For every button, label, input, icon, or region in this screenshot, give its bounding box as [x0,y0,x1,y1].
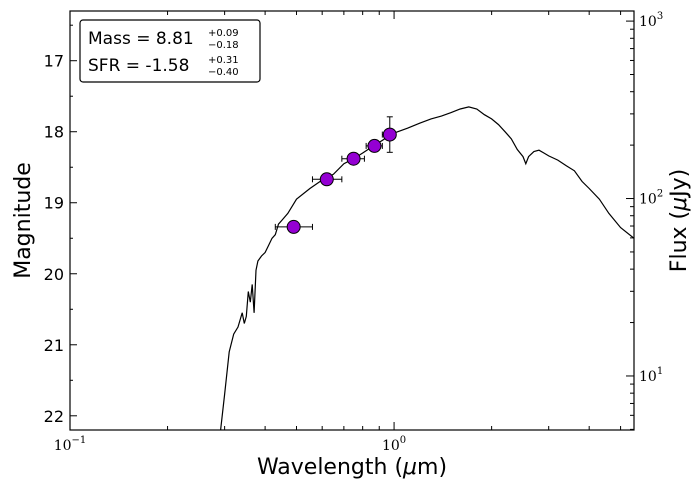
sfr-upper-error: +0.31 [208,55,239,66]
photometry-points-layer [274,116,397,234]
right-y-tick-exponent: 1 [657,366,663,377]
data-point-marker [286,219,301,234]
x-axis-title-mu: μ [402,455,417,480]
sfr-lower-error: −0.40 [208,67,239,78]
data-point-1 [274,219,313,234]
fit-annotation-box: Mass = 8.81 +0.09 −0.18 SFR = -1.58 +0.3… [79,19,261,83]
x-tick-exponent: −1 [72,435,87,446]
right-y-axis-title-mu: μ [667,197,692,212]
left-y-tick-label: 17 [44,52,64,71]
x-axis-title: Wavelength (μm) [257,455,447,480]
data-point-marker [382,127,397,142]
right-y-tick-label: 103 [639,11,663,30]
mass-upper-error: +0.09 [208,28,239,39]
data-point-marker [319,172,334,187]
left-y-tick-label: 22 [44,407,64,426]
data-point-3 [341,151,365,166]
x-tick-label: 100 [382,435,406,454]
sfr-label: SFR = -1.58 [88,56,189,76]
right-y-tick-label: 101 [639,366,663,385]
right-y-tick-exponent: 3 [657,11,663,22]
data-point-5 [381,116,397,153]
left-y-tick-label: 18 [44,123,64,142]
right-y-axis-title: Flux (μJy) [667,169,692,272]
mass-lower-error: −0.18 [208,40,239,51]
left-y-tick-label: 20 [44,265,64,284]
plot-frame [69,10,635,431]
x-tick-label: 10−1 [54,435,87,454]
data-point-2 [311,172,343,187]
left-y-axis-title: Magnitude [11,162,36,279]
data-point-marker [367,138,382,153]
data-point-4 [365,138,383,153]
x-tick-exponent: 0 [400,435,406,446]
annotation-frame [79,19,261,83]
model-spectrum-line [219,106,634,430]
data-point-marker [346,151,361,166]
mass-label: Mass = 8.81 [88,29,194,49]
model-spectrum-layer [219,106,634,430]
right-y-tick-label: 102 [639,189,663,208]
left-y-tick-label: 19 [44,194,64,213]
left-y-tick-label: 21 [44,336,64,355]
right-y-tick-exponent: 2 [657,189,663,200]
